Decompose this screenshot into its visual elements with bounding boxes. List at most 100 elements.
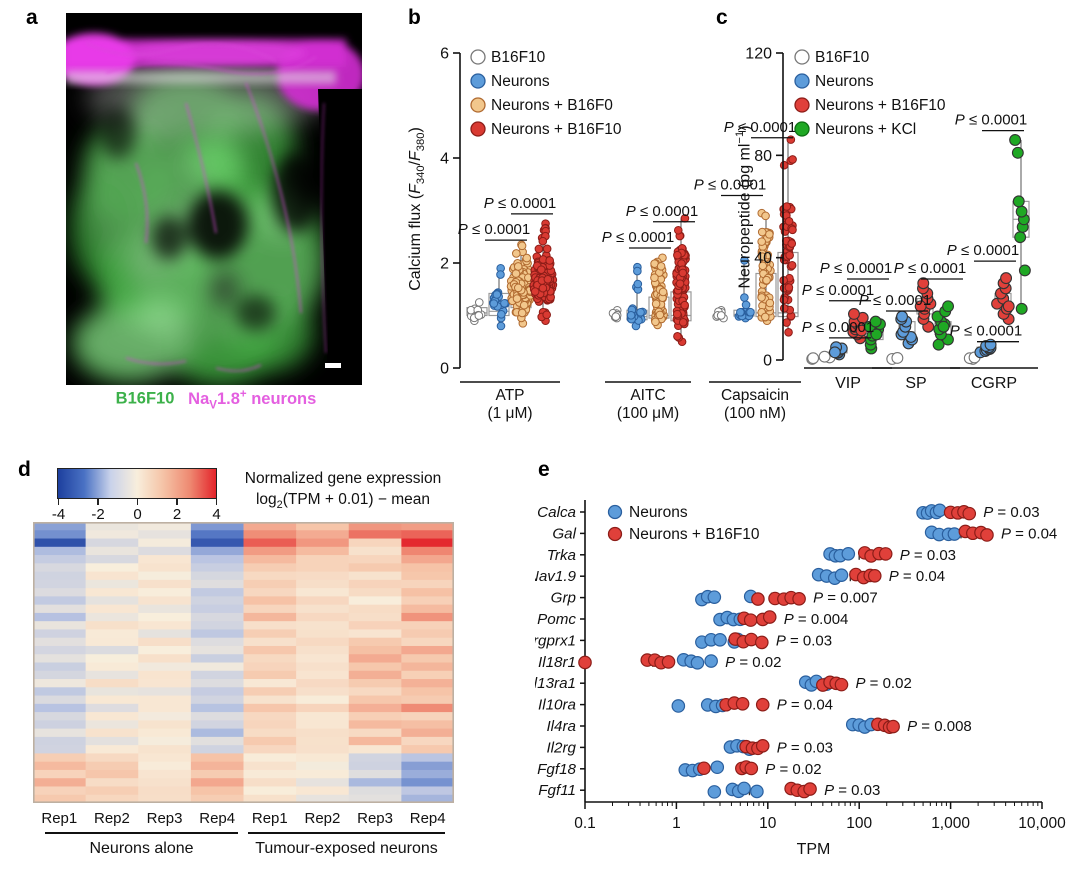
p-value-label: P ≤ 0.0001 [484,195,556,212]
legend-swatch [470,97,486,113]
x-tick-label: 100 [846,815,872,832]
p-value-label: P = 0.04 [777,697,833,714]
swarm-Capsaicin-B16F10 [712,305,728,323]
gene-row-Il4ra [845,717,900,735]
swarm-AITC-Neurons + B16F0 [648,253,670,330]
p-value-label: P = 0.004 [784,611,849,628]
x-tick-label: 10 [759,815,777,832]
rep-label: Rep3 [357,810,393,827]
gene-label: Mrgprx1 [535,632,576,649]
tpm-dot-chart: 0.1 1 10 100 1,000 10,000 TPM Neurons Neurons + … [535,500,1066,858]
cluster-VIP-Neurons [828,341,848,361]
p-value-label: P ≤ 0.0001 [694,177,766,194]
gene-label: Fgf18 [537,761,576,778]
p-value-label: P ≤ 0.0001 [724,119,796,136]
gene-expression-heatmap [33,522,454,803]
white-fascia-band [66,71,336,84]
colorbar-tick [176,499,178,505]
p-value-label: P ≤ 0.0001 [802,319,874,336]
scale-bar [325,363,341,368]
legend-swatch [794,121,810,137]
colorbar-tick [97,499,99,505]
legend-label: Neurons + B16F10 [491,121,622,138]
p-value-label: P = 0.008 [907,718,972,735]
gene-label: Il2rg [546,739,576,756]
legend-label: Neurons [629,504,688,521]
colorbar-tick-label: 4 [212,506,221,523]
gene-label: Trka [547,547,576,564]
swarm-AITC-Neurons [626,262,648,331]
gene-row-Fgf11 [707,781,817,799]
gene-row-Il18r1 [578,653,718,670]
legend-swatch [470,49,486,65]
gene-label: Il4ra [546,718,576,735]
p-value-label: P = 0.02 [855,675,911,692]
cluster-CGRP-Neurons + KCl [1009,134,1031,315]
p-value-label: P = 0.03 [777,739,833,756]
swarm-AITC-Neurons + B16F10 [670,214,692,347]
gene-row-Trka [823,546,893,563]
group-sublabel: (1 μM) [487,405,532,422]
p-value-label: P ≤ 0.0001 [802,282,874,299]
legend: B16F10 Neurons Neurons + B16F0 Neurons + B1… [470,49,622,138]
x-tick-label: 1 [672,815,681,832]
p-value-label: P = 0.007 [813,590,878,607]
colorbar-tick-label: 2 [172,506,182,523]
gene-label: Gal [552,525,576,542]
cluster-VIP-Neurons + B16F10 [847,308,869,345]
p-value-label: P = 0.02 [765,761,821,778]
y-tick-label: 0 [763,353,772,370]
rep-label: Rep4 [409,810,446,827]
swarm-Capsaicin-Neurons [733,256,755,323]
p-value-label: P ≤ 0.0001 [820,260,892,277]
p-value-label: P ≤ 0.0001 [458,221,530,238]
column-group-line [45,832,238,834]
swarm-ATP-Neurons + B16F10 [529,219,558,326]
gene-label: Il18r1 [538,654,576,671]
micrograph-image [52,13,365,385]
gene-row-Nav1.9 [811,567,882,585]
colorbar-tick [215,499,218,505]
gene-row-Fgf18 [678,760,759,778]
p-value-label: P = 0.03 [824,782,880,799]
column-group-line [248,832,445,834]
legend-swatch [794,73,810,89]
gene-row-Il13ra1 [798,674,849,692]
cluster-SP-Neurons + KCl [931,300,955,351]
gene-label: Il10ra [538,697,576,714]
swarm-Capsaicin-Neurons + B16F0 [755,208,777,326]
colorbar-tick-label: -2 [91,506,105,523]
group-label: AITC [630,387,665,404]
legend-label: B16F10 [815,49,870,66]
swarm-ATP-Neurons [488,263,510,331]
p-value-label: P ≤ 0.0001 [947,242,1019,259]
colorbar [57,468,217,499]
calcium-flux-chart: 0 2 4 6 B16F10 Neurons Neurons + B16F0 Neurons … [440,46,801,422]
legend-label: B16F10 [491,49,546,66]
legend-label: Neurons + B16F10 [815,97,946,114]
gene-label: Pomc [537,611,576,628]
p-value-label: P ≤ 0.0001 [950,323,1022,340]
group-sublabel: (100 μM) [617,405,679,422]
gene-row-Il2rg [723,738,770,757]
rep-label: Rep4 [199,810,236,827]
cluster-VIP-B16F10 [806,350,836,365]
gene-label: Nav1.9 [535,568,577,585]
panel-a-micrograph [52,13,365,385]
panel-c-label: c [716,6,728,29]
p-value-label: P = 0.04 [889,568,945,585]
rep-label: Rep2 [94,810,130,827]
rep-label: Rep3 [146,810,183,827]
legend-swatch [794,49,810,65]
x-tick-label: 1,000 [931,815,970,832]
legend-label: Neurons [491,73,550,90]
legend-swatch [794,97,810,113]
y-tick-label: 2 [440,256,449,273]
group-label: ATP [496,387,525,404]
black-right-margin [318,89,362,385]
panel-d-label: d [18,458,31,481]
gene-row-Pomc [713,610,777,627]
group-label: Capsaicin [721,387,789,404]
group-label: SP [905,375,926,392]
